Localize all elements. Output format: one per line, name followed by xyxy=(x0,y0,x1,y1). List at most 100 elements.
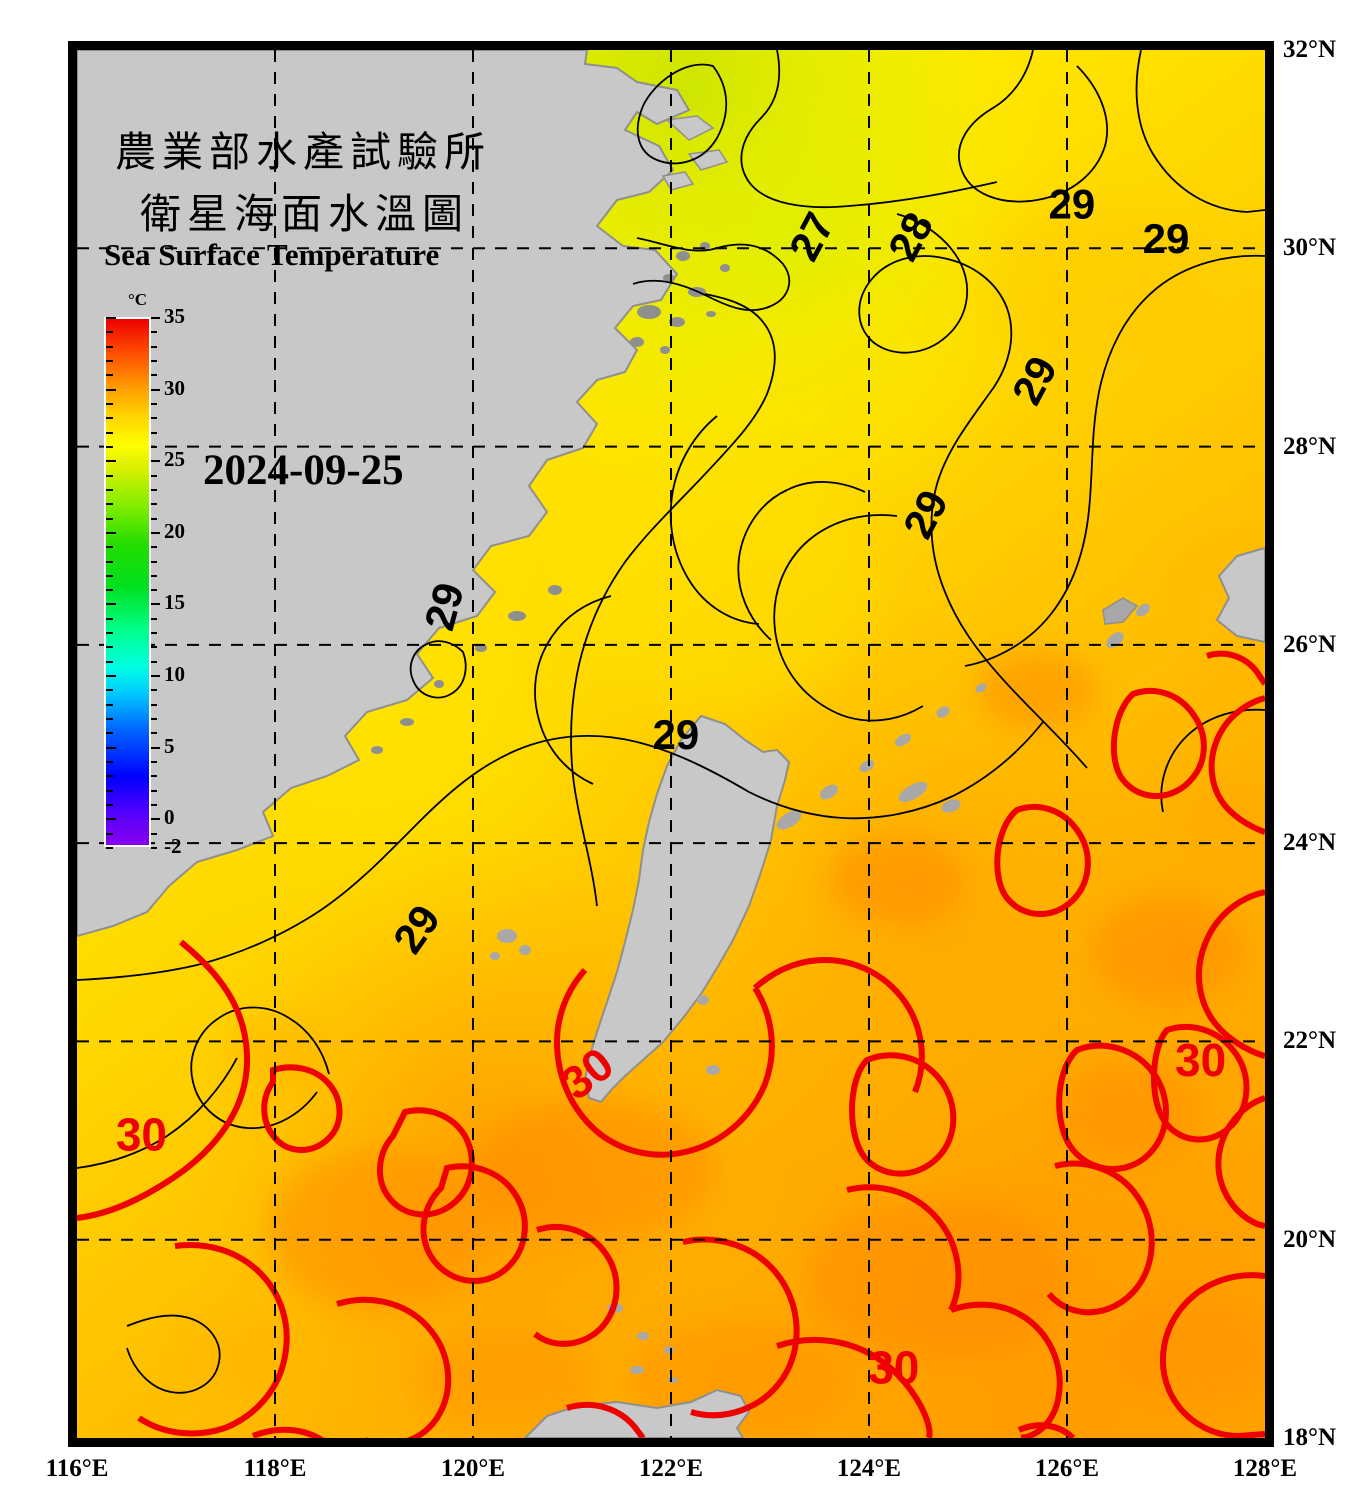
colorbar-tick-left xyxy=(106,703,113,706)
colorbar: °C 35 30 25 20 15 10 5 0 -2 xyxy=(100,290,186,860)
colorbar-tick-left xyxy=(106,646,113,649)
colorbar-tick-left xyxy=(106,632,113,635)
ryukyu-islands xyxy=(776,603,1150,830)
lat-tick-label: 28°N xyxy=(1283,432,1337,460)
ryukyu-okinawa xyxy=(1102,597,1139,625)
lat-tick-label: 22°N xyxy=(1283,1027,1337,1055)
colorbar-tick xyxy=(151,503,157,506)
colorbar-tick-left xyxy=(106,660,113,663)
colorbar-tick xyxy=(151,359,157,362)
colorbar-tick-left xyxy=(106,402,113,405)
colorbar-tick xyxy=(151,374,157,377)
kyushu-landmass xyxy=(1215,546,1265,644)
colorbar-tick-left xyxy=(106,689,113,692)
taiwan-landmass xyxy=(583,714,791,1104)
colorbar-tick-left xyxy=(106,488,113,491)
colorbar-tick-label: 10 xyxy=(164,662,185,687)
contour-label-layer: 27 28 29 29 29 29 29 29 29 30 30 30 30 xyxy=(116,181,1226,1394)
colorbar-tick xyxy=(151,818,160,821)
colorbar-tick-left xyxy=(106,531,116,534)
english-title: Sea Surface Temperature xyxy=(104,237,440,272)
colorbar-tick xyxy=(151,589,157,592)
contour-label: 29 xyxy=(894,482,957,545)
colorbar-tick xyxy=(151,402,157,405)
colorbar-tick-left xyxy=(106,617,113,620)
colorbar-tick-left xyxy=(106,746,116,749)
colorbar-tick xyxy=(151,675,160,678)
colorbar-tick-left xyxy=(106,445,113,448)
colorbar-tick xyxy=(151,646,157,649)
lat-tick-label: 26°N xyxy=(1283,630,1337,658)
contour-label: 29 xyxy=(653,711,700,758)
colorbar-tick-left xyxy=(106,775,113,778)
org-title-line2: 衛星海面水溫圖 xyxy=(140,191,469,237)
colorbar-tick xyxy=(151,617,157,620)
colorbar-tick-left xyxy=(106,431,113,434)
contour-label: 27 xyxy=(780,205,843,268)
colorbar-tick-left xyxy=(106,761,113,764)
colorbar-tick xyxy=(151,560,157,563)
graticule-layer xyxy=(77,50,1265,1438)
colorbar-tick-label: -2 xyxy=(164,834,182,858)
lon-tick-label: 128°E xyxy=(1232,1455,1298,1482)
colorbar-tick xyxy=(151,847,157,849)
colorbar-tick-label: 5 xyxy=(164,733,175,758)
contour-28 xyxy=(570,50,998,907)
colorbar-tick-label: 20 xyxy=(164,518,185,543)
colorbar-tick xyxy=(151,689,157,692)
contour-label: 28 xyxy=(879,205,942,268)
colorbar-tick-left xyxy=(106,732,113,735)
colorbar-tick-left xyxy=(106,574,113,577)
colorbar-tick-left xyxy=(106,359,113,362)
contour-label: 29 xyxy=(1049,181,1096,228)
colorbar-tick-left xyxy=(106,603,116,606)
contour-label: 30 xyxy=(551,1037,623,1109)
colorbar-tick-left xyxy=(106,789,113,792)
lon-tick-label: 116°E xyxy=(45,1455,109,1482)
lat-tick-label: 20°N xyxy=(1283,1225,1337,1253)
colorbar-tick xyxy=(151,660,157,663)
colorbar-tick xyxy=(151,460,160,463)
contour-layer xyxy=(77,50,1265,1438)
colorbar-tick-label: 15 xyxy=(164,590,185,615)
lon-tick-label: 126°E xyxy=(1034,1455,1100,1482)
mainland-china-landmass xyxy=(77,50,691,938)
contour-label: 29 xyxy=(415,578,472,635)
colorbar-tick xyxy=(151,345,157,348)
colorbar-gradient xyxy=(106,319,149,845)
colorbar-tick-label: 0 xyxy=(164,805,175,830)
colorbar-tick-left xyxy=(106,517,113,520)
contour-29 xyxy=(77,50,1265,1394)
zhoushan-islands xyxy=(661,115,729,191)
colorbar-tick-left xyxy=(106,847,113,849)
colorbar-tick-left xyxy=(106,832,113,835)
lat-tick-label: 32°N xyxy=(1283,36,1337,63)
colorbar-tick-label: 35 xyxy=(164,304,185,328)
contour-label: 29 xyxy=(384,896,449,961)
colorbar-tick xyxy=(151,474,157,477)
colorbar-tick-left xyxy=(106,546,113,549)
colorbar-tick xyxy=(151,417,157,420)
colorbar-tick xyxy=(151,388,160,391)
colorbar-tick-label: 30 xyxy=(164,375,185,400)
contour-30 xyxy=(77,650,1265,1438)
colorbar-tick xyxy=(151,445,157,448)
lat-tick-label: 24°N xyxy=(1283,829,1337,857)
colorbar-tick xyxy=(151,488,157,491)
colorbar-unit-label: °C xyxy=(128,290,148,309)
lat-tick-label: 30°N xyxy=(1283,234,1337,262)
colorbar-tick-left xyxy=(106,503,113,506)
southeast-islets xyxy=(697,995,720,1075)
colorbar-tick xyxy=(151,775,157,778)
colorbar-tick-left xyxy=(106,474,113,477)
grid-lines xyxy=(77,50,1265,1438)
lon-tick-label: 122°E xyxy=(638,1455,704,1482)
colorbar-tick-left xyxy=(106,560,113,563)
colorbar-tick-left xyxy=(106,589,113,592)
colorbar-tick xyxy=(151,703,157,706)
colorbar-tick xyxy=(151,804,157,807)
colorbar-tick-left xyxy=(106,388,116,391)
colorbar-tick-left xyxy=(106,460,116,463)
colorbar-tick xyxy=(151,317,160,319)
lon-tick-label: 124°E xyxy=(836,1455,902,1482)
